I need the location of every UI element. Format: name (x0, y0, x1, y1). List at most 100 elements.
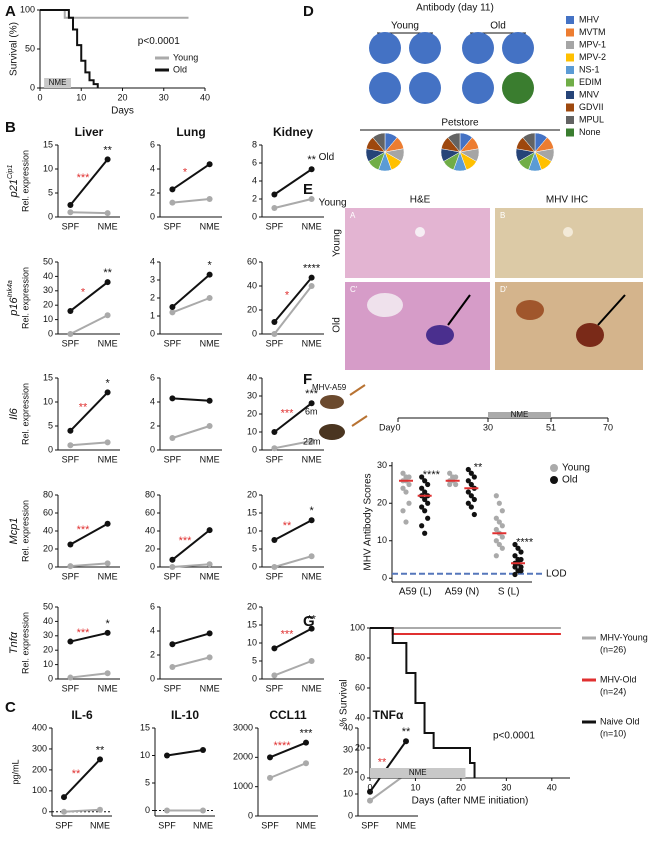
y-tick-label: 40 (43, 616, 53, 626)
y-tick-label: 20 (377, 498, 387, 508)
x-tick-label: NME (302, 454, 322, 464)
series-line (172, 563, 210, 568)
y-tick-label: 0 (150, 673, 155, 683)
data-point (271, 564, 278, 570)
data-point (419, 504, 425, 510)
x-tick-label: A59 (N) (445, 587, 479, 598)
y-tick-label: 10 (43, 396, 53, 406)
data-point (403, 519, 409, 525)
y-tick-label: 20 (247, 408, 257, 418)
y-tick-label: 4 (150, 163, 155, 173)
data-point (206, 397, 213, 404)
series-line (70, 211, 108, 215)
survival-curve (370, 627, 476, 778)
x-tick-label: SPF (62, 338, 80, 348)
data-point (422, 508, 428, 514)
data-point (271, 445, 278, 452)
significance: * (309, 505, 314, 517)
mouse-icon (319, 424, 345, 440)
vessel (367, 293, 403, 317)
data-point (206, 561, 213, 568)
legend-swatch (566, 91, 574, 99)
x-tick-label: SPF (164, 571, 182, 581)
y-tick-label: 0 (145, 805, 150, 815)
series-line (69, 314, 109, 335)
pie-slice (409, 32, 441, 64)
column-title: CCL11 (269, 708, 307, 722)
pie-slice (462, 72, 494, 104)
row-title: Old (332, 317, 343, 333)
data-point (169, 304, 176, 310)
data-point (465, 489, 471, 495)
y-tick-label: 0 (360, 772, 365, 782)
x-tick-label: 0 (37, 92, 42, 102)
y-tick-label: 2000 (233, 752, 253, 762)
gene-name: p21 (8, 179, 20, 198)
y-tick-label: 0 (348, 810, 353, 820)
y-axis-label: Rel. expression (20, 500, 30, 562)
data-point (164, 752, 170, 759)
pie-slice (522, 132, 536, 153)
y-tick-label: 0 (150, 328, 155, 338)
legend-label: Old (562, 475, 578, 486)
data-point (515, 545, 521, 551)
y-tick-label: 400 (32, 722, 47, 732)
data-point (169, 186, 176, 193)
legend-label: None (579, 127, 601, 137)
y-tick-label: 40 (43, 271, 53, 281)
trend-significance: *** (281, 628, 295, 640)
annotation: p<0.0001 (138, 36, 180, 47)
arrow (597, 294, 626, 326)
survival-curve (40, 9, 189, 19)
x-tick-label: NME (98, 683, 118, 693)
trend-significance: *** (77, 524, 91, 536)
pie-slice (409, 72, 441, 104)
pie-slice (462, 32, 494, 64)
y-tick-label: 30 (247, 390, 257, 400)
tile-label: D' (500, 285, 508, 294)
tile-label: C' (350, 285, 358, 294)
gene-label: p16Ink4a (7, 280, 20, 317)
legend-label: Old (319, 152, 335, 163)
data-point (493, 493, 499, 499)
series-line (172, 297, 210, 314)
y-tick-label: 0 (48, 673, 53, 683)
series-line (70, 441, 108, 447)
nme-band (44, 78, 71, 88)
y-tick-label: 50 (43, 601, 53, 611)
gene-label: p21Cip1 (7, 165, 20, 199)
x-tick-label: 30 (501, 782, 511, 792)
y-tick-label: 0 (150, 561, 155, 571)
significance: ** (474, 461, 483, 473)
y-axis-label: Rel. expression (20, 267, 30, 329)
series-line (171, 529, 211, 561)
significance: * (105, 377, 110, 389)
y-tick-label: 2 (150, 187, 155, 197)
data-point (400, 470, 406, 476)
data-point (447, 481, 453, 488)
image-tile (345, 282, 490, 370)
x-tick-label: NME (302, 683, 322, 693)
gene-label: Tnfα (8, 631, 20, 654)
significance: ** (103, 267, 112, 279)
y-tick-label: 5 (48, 420, 53, 430)
data-point (271, 645, 278, 652)
y-axis-label: pg/mL (10, 759, 20, 784)
y-tick-label: 3000 (233, 722, 253, 732)
y-tick-label: 0 (48, 444, 53, 454)
data-point (67, 209, 74, 216)
significance: ** (307, 614, 316, 626)
lesion (426, 325, 454, 345)
series-line (70, 631, 108, 643)
y-tick-label: 15 (140, 722, 150, 732)
data-point (206, 196, 213, 202)
series-line (69, 281, 109, 312)
column-title: IL-10 (171, 708, 199, 722)
data-point (465, 500, 471, 506)
data-point (447, 470, 453, 476)
series-line (269, 762, 307, 779)
x-tick-label: SPF (55, 820, 73, 830)
pie-slice (502, 32, 534, 64)
legend-marker (550, 476, 558, 484)
y-tick-label: 0 (48, 211, 53, 221)
